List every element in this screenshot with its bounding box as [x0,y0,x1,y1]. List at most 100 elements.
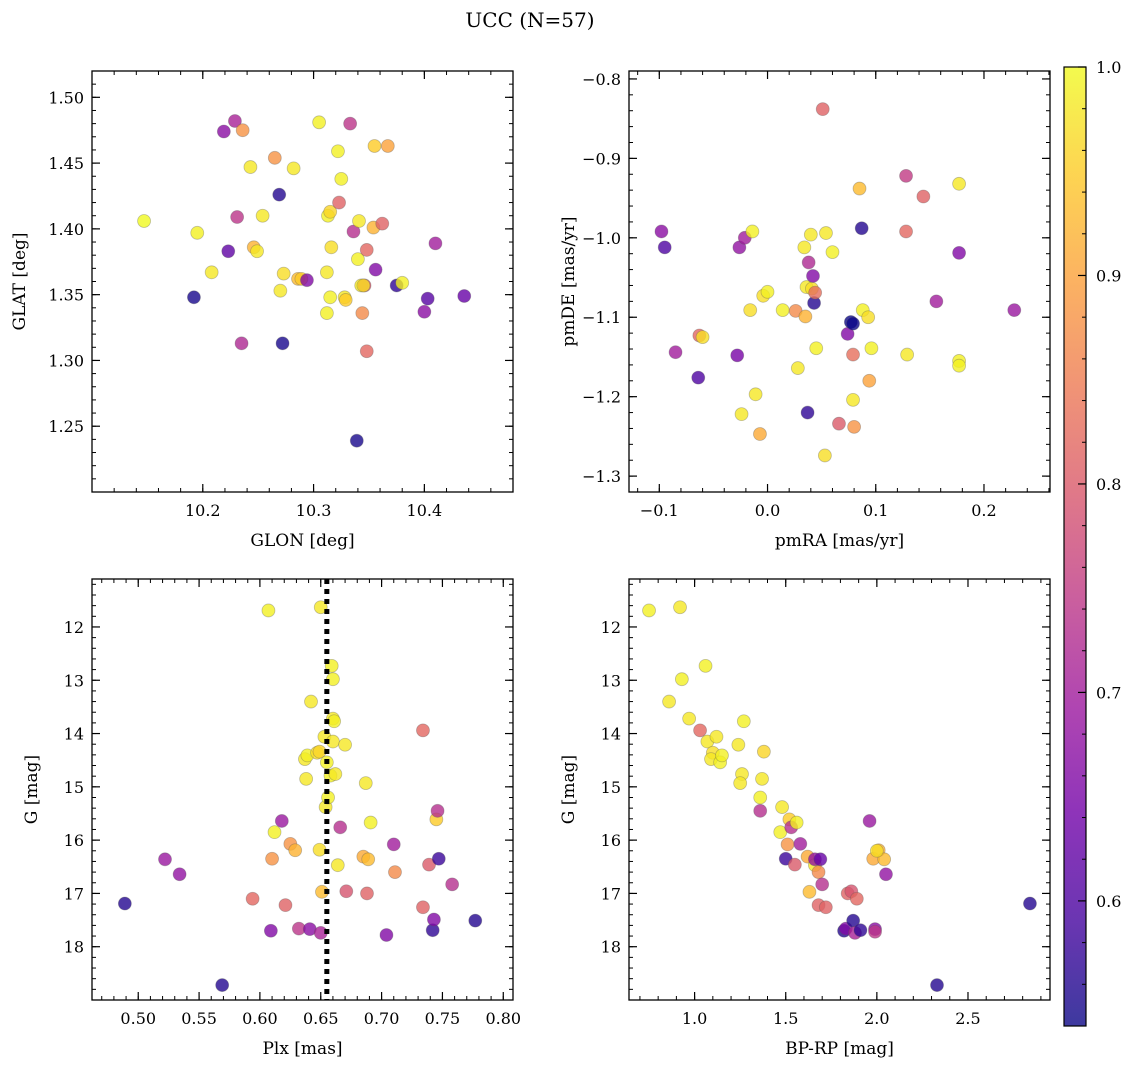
y-tick-label: 15 [64,778,84,797]
data-point [803,227,818,242]
data-point [323,290,338,305]
data-point [753,427,767,441]
data-point [695,330,710,345]
y-tick-label: 12 [601,618,621,637]
y-tick-label: 17 [64,884,84,903]
y-tick-label: 18 [601,938,621,957]
data-point [832,416,846,431]
data-point [734,407,749,422]
x-tick-label: 0.50 [120,1009,156,1028]
data-point [877,852,892,867]
data-point [312,115,327,130]
data-point [755,771,769,786]
data-point [800,405,815,420]
x-tick-label: −0.1 [640,501,679,520]
y-tick-label: 13 [64,671,84,690]
data-point [819,226,833,240]
x-tick-label: 0.80 [485,1009,521,1028]
data-point [359,344,374,359]
data-point [313,600,328,615]
y-axis-label: G [mag] [22,755,42,824]
x-axis-label: Plx [mas] [262,1039,342,1059]
colorbar-tick-label: 0.6 [1096,892,1121,911]
data-point [743,303,758,317]
data-point [780,837,795,852]
data-point [215,978,230,992]
data-point [360,886,374,901]
data-point [430,803,445,818]
data-point [853,923,868,938]
data-point [235,123,250,138]
data-point [748,387,763,402]
data-point [815,102,830,117]
x-tick-label: 0.1 [863,501,888,520]
data-point [267,825,282,840]
data-point [334,171,349,186]
data-point [642,603,656,618]
points-2 [654,102,1022,463]
axes-frame [91,578,514,1001]
data-point [388,865,402,880]
y-tick-label: 1.30 [48,351,84,370]
data-point [367,139,382,153]
data-point [323,204,338,219]
data-point [349,433,364,448]
data-point [457,289,472,303]
y-tick-label: 14 [601,725,621,744]
data-point [278,898,293,913]
data-point [172,867,187,882]
ticks [92,579,513,1001]
data-point [709,729,724,744]
data-point [846,316,860,331]
data-point [319,306,334,320]
x-axis-label: pmRA [mas/yr] [775,531,904,551]
y-tick-label: 15 [601,778,621,797]
data-point [854,221,869,236]
data-point [809,341,824,356]
colorbar-tick-label: 1.0 [1096,58,1121,77]
y-tick-label: −1.3 [582,467,621,486]
data-point [267,150,282,165]
data-point [698,658,713,673]
data-point [445,877,460,892]
data-point [358,776,373,791]
data-point [760,284,775,299]
y-tick-label: 17 [601,884,621,903]
data-point [286,161,301,176]
ticks [629,579,1050,1001]
panel-4: 1.0 1.5 2.0 2.5 12 13 14 15 16 17 18 BP-RP [mag] G [… [559,578,1051,1059]
data-point [356,278,371,293]
data-point [868,924,882,939]
x-tick-label: 1.5 [773,1009,798,1028]
data-point [263,923,278,938]
data-point [793,836,808,851]
data-point [416,723,430,738]
data-point [879,867,893,882]
data-point [255,208,270,223]
data-point [775,800,789,814]
data-point [265,851,279,866]
data-point [668,345,683,360]
colorbar-tick-label: 0.7 [1096,683,1121,702]
data-point [731,737,746,752]
data-point [864,341,879,356]
y-axis-label: GLAT [deg] [10,232,30,330]
data-point [350,252,365,267]
panel-2: −0.1 0.0 0.1 0.2 −1.3 −1.2 −1.1 −1.0 −0.9 −0.8 pmR… [559,70,1051,551]
colorbar-gradient [1063,66,1087,1027]
data-point [952,358,966,373]
data-point [674,672,689,687]
data-point [228,114,242,128]
data-point [319,265,334,280]
x-tick-label: 2.5 [955,1009,980,1028]
data-point [862,814,877,828]
y-tick-label: 1.35 [48,286,84,305]
data-point [808,285,823,300]
data-point [806,269,820,283]
data-point [852,181,867,196]
data-point [427,912,441,927]
data-point [261,603,276,618]
data-point [787,857,802,872]
data-point [299,771,314,786]
